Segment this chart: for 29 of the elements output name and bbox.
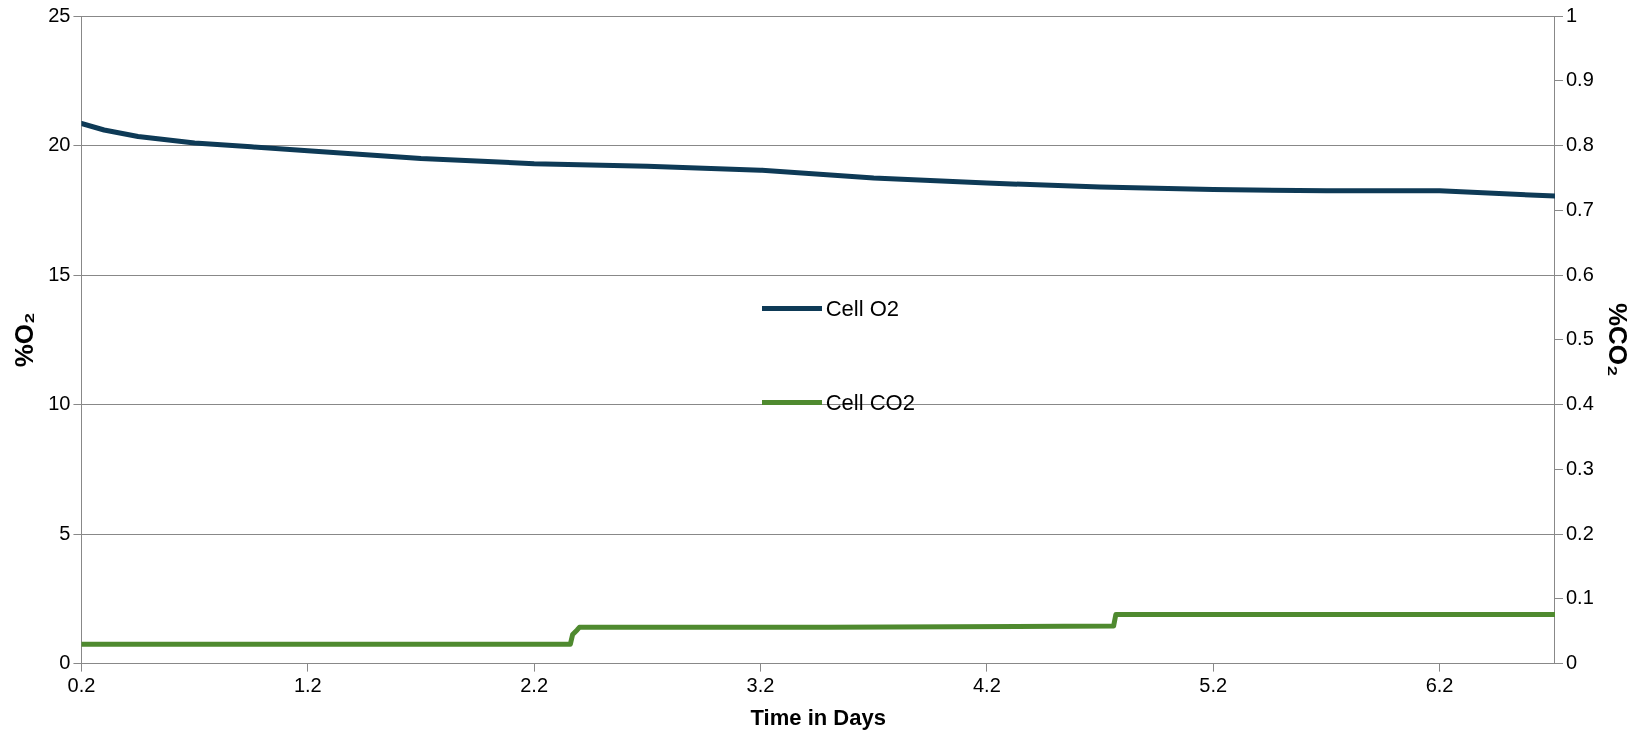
x-tick-label: 0.2 bbox=[67, 674, 96, 697]
y2-tick-label: 0.9 bbox=[1566, 68, 1594, 91]
y-tick-label: 10 bbox=[48, 392, 71, 415]
x-tick-label: 3.2 bbox=[746, 674, 775, 697]
y-tick-label: 5 bbox=[59, 521, 71, 544]
x-tick-label: 4.2 bbox=[972, 674, 1001, 697]
y2-tick-label: 1 bbox=[1566, 3, 1578, 26]
x-tick-label: 2.2 bbox=[520, 674, 549, 697]
y2-tick-label: 0.7 bbox=[1566, 197, 1594, 220]
y2-tick-label: 0.8 bbox=[1566, 133, 1594, 156]
x-tick-label: 1.2 bbox=[293, 674, 322, 697]
y2-tick-label: 0.4 bbox=[1566, 392, 1594, 415]
y-tick-label: 20 bbox=[48, 133, 71, 156]
x-tick-label: 5.2 bbox=[1199, 674, 1228, 697]
y2-tick-label: 0.1 bbox=[1566, 586, 1594, 609]
y2-axis-title: %CO₂ bbox=[1603, 302, 1634, 377]
legend-label: Cell CO2 bbox=[825, 389, 915, 416]
y-tick-label: 25 bbox=[48, 3, 71, 26]
y-tick-label: 15 bbox=[48, 262, 71, 285]
y-tick-label: 0 bbox=[59, 651, 71, 674]
y2-tick-label: 0.6 bbox=[1566, 262, 1594, 285]
legend-label: Cell O2 bbox=[825, 295, 900, 322]
y2-tick-label: 0.2 bbox=[1566, 521, 1594, 544]
y2-tick-label: 0.3 bbox=[1566, 456, 1594, 479]
y2-tick-label: 0 bbox=[1566, 651, 1578, 674]
x-tick-label: 6.2 bbox=[1425, 674, 1454, 697]
y2-tick-label: 0.5 bbox=[1566, 327, 1594, 350]
x-axis-title: Time in Days bbox=[750, 704, 886, 730]
y-axis-title: %O₂ bbox=[8, 312, 39, 368]
